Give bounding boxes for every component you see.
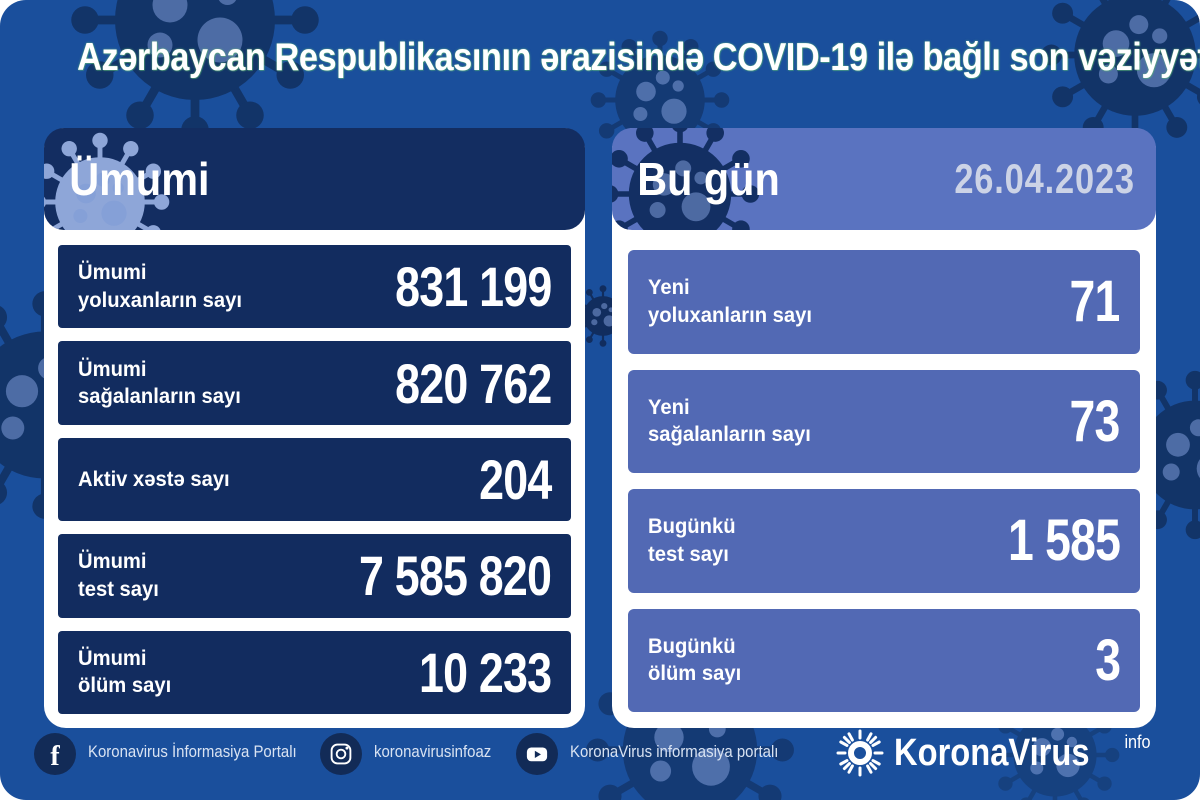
row-label: Ümumi yoluxanların sayı	[78, 259, 242, 314]
today-panel-title: Bu gün	[637, 153, 780, 205]
logo-superscript: info	[1124, 732, 1151, 752]
table-row: Yeni yoluxanların sayı 71	[628, 250, 1140, 354]
youtube-icon[interactable]	[516, 733, 558, 775]
table-row: Bugünkü test sayı 1 585	[628, 489, 1140, 593]
koronavirus-info-logo[interactable]: KoronaVirus info	[836, 729, 1152, 777]
facebook-icon[interactable]: f	[34, 733, 76, 775]
row-label-line1: Bugünkü	[648, 633, 736, 658]
row-label-line1: Yeni	[648, 394, 690, 419]
totals-panel-title: Ümumi	[69, 153, 210, 205]
row-value: 10 233	[418, 640, 552, 704]
row-label-line2: sağalanların sayı	[648, 422, 811, 447]
table-row: Ümumi ölüm sayı 10 233	[58, 630, 571, 715]
today-panel: Bu gün 26.04.2023 Yeni yoluxanların sayı…	[612, 128, 1156, 728]
table-row: Bugünkü ölüm sayı 3	[628, 608, 1140, 712]
row-label-line2: ölüm sayı	[78, 673, 172, 698]
row-label: Yeni yoluxanların sayı	[648, 274, 812, 329]
row-value: 3	[1094, 627, 1121, 693]
today-panel-header: Bu gün 26.04.2023	[612, 128, 1156, 230]
table-row: Aktiv xəstə sayı 204	[58, 437, 571, 522]
totals-rows: Ümumi yoluxanların sayı 831 199 Ümumi sa…	[44, 230, 585, 728]
facebook-glyph: f	[50, 741, 60, 772]
logo-text: KoronaVirus	[894, 732, 1090, 774]
row-label-line2: ölüm sayı	[648, 661, 742, 686]
row-label: Bugünkü ölüm sayı	[648, 633, 741, 688]
row-label-line2: test sayı	[78, 576, 159, 601]
row-label: Ümumi test sayı	[78, 548, 159, 603]
row-label-line1: Yeni	[648, 275, 690, 300]
row-label-line2: sağalanların sayı	[78, 384, 241, 409]
row-label-line1: Bugünkü	[648, 514, 736, 539]
totals-panel-header: Ümumi	[44, 128, 585, 230]
table-row: Ümumi yoluxanların sayı 831 199	[58, 245, 571, 329]
row-label: Yeni sağalanların sayı	[648, 394, 811, 449]
row-label-line1: Ümumi	[78, 549, 147, 574]
row-label: Ümumi sağalanların sayı	[78, 356, 241, 411]
row-value: 1 585	[1007, 508, 1121, 574]
row-label-line1: Ümumi	[78, 645, 147, 670]
table-row: Ümumi sağalanların sayı 820 762	[58, 341, 571, 425]
row-value: 204	[478, 448, 552, 512]
today-date: 26.04.2023	[954, 155, 1135, 202]
table-row: Yeni sağalanların sayı 73	[628, 369, 1140, 473]
today-rows: Yeni yoluxanların sayı 71 Yeni sağalanla…	[612, 230, 1156, 728]
footer: f Koronavirus İnformasiya Portalı korona…	[0, 726, 1200, 800]
row-label-line1: Ümumi	[78, 356, 147, 381]
row-value: 820 762	[394, 351, 552, 415]
row-label-line2: test sayı	[648, 541, 729, 566]
row-value: 71	[1069, 269, 1121, 335]
virus-sunburst-icon	[836, 729, 884, 777]
table-row: Ümumi test sayı 7 585 820	[58, 534, 571, 618]
instagram-label[interactable]: koronavirusinfoaz	[374, 742, 492, 761]
row-label-line1: Ümumi	[78, 260, 147, 285]
row-label-line1: Aktiv xəstə sayı	[78, 466, 230, 491]
row-label-line2: yoluxanların sayı	[648, 302, 813, 327]
page-title: Azərbaycan Respublikasının ərazisində CO…	[77, 36, 1200, 79]
youtube-label[interactable]: KoronaVirus informasiya portalı	[570, 742, 779, 761]
row-label: Bugünkü test sayı	[648, 513, 736, 568]
totals-panel: Ümumi Ümumi yoluxanların sayı 831 199 Üm…	[44, 128, 585, 728]
row-label: Aktiv xəstə sayı	[78, 466, 230, 494]
facebook-label[interactable]: Koronavirus İnformasiya Portalı	[88, 742, 297, 761]
instagram-icon[interactable]	[320, 733, 362, 775]
row-value: 831 199	[394, 255, 552, 319]
row-value: 7 585 820	[358, 544, 552, 608]
row-label-line2: yoluxanların sayı	[78, 287, 243, 312]
row-value: 73	[1069, 388, 1121, 454]
row-label: Ümumi ölüm sayı	[78, 645, 171, 700]
